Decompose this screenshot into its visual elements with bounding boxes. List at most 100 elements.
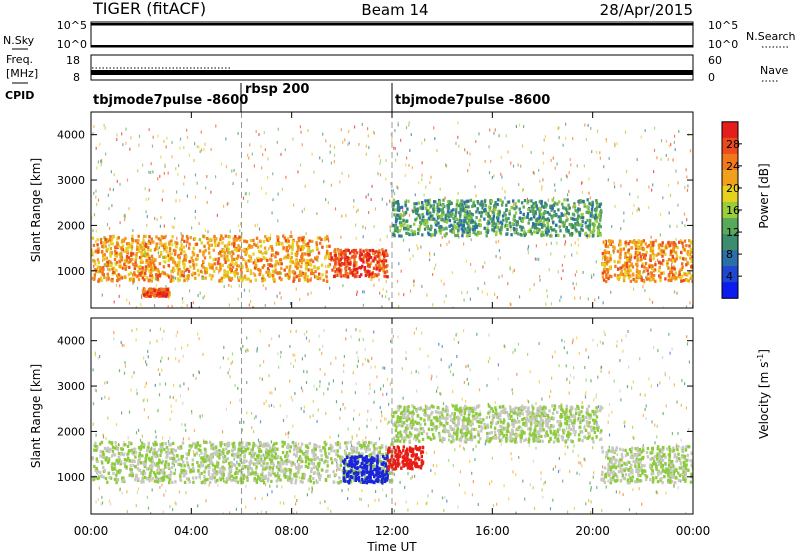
power-speckle [137,169,139,173]
velocity-echo-cell [205,440,208,445]
velocity-echo-cell [153,479,157,483]
power-speckle [542,178,544,182]
power-echo-cell [398,229,402,233]
velocity-speckle [559,468,561,472]
nave-tick-top: 60 [708,54,722,67]
power-speckle [440,279,442,283]
velocity-speckle [236,460,238,464]
power-speckle [642,285,644,289]
power-colorbar-tick-label: 8 [726,248,733,261]
power-echo-cell [462,206,465,210]
power-echo-cell [531,205,534,209]
power-speckle [589,196,591,200]
power-echo-cell [601,263,604,267]
power-echo-cell [159,250,163,255]
power-echo-cell [233,242,236,246]
power-speckle [180,240,182,244]
velocity-speckle [319,380,321,384]
power-speckle [164,164,166,168]
power-echo-cell [147,254,150,258]
power-echo-cell [508,209,511,213]
power-echo-cell [448,202,451,206]
velocity-speckle [621,460,623,463]
power-speckle [148,188,150,192]
power-speckle [174,276,177,280]
velocity-speckle [552,467,554,471]
power-echo-cell [439,231,442,235]
power-echo-cell [671,266,674,270]
power-echo-cell [289,245,292,249]
cpid-panel: CPID tbjmode7pulse -8600 rbsp 200 tbjmod… [5,82,550,112]
power-echo-cell [582,199,585,203]
power-speckle [201,148,203,152]
velocity-speckle [183,382,185,386]
power-echo-cell [164,294,168,298]
power-echo-cell [356,267,359,271]
power-echo-cell [168,293,171,297]
power-echo-cell [523,230,526,234]
power-echo-cell [527,199,530,203]
velocity-speckle [175,357,177,361]
power-echo-cell [257,267,260,272]
velocity-speckle [219,365,221,369]
power-echo-cell [673,274,676,278]
power-speckle [119,182,121,186]
velocity-speckle [615,490,617,494]
velocity-speckle [308,339,310,343]
velocity-speckle [561,338,563,342]
power-speckle [353,199,355,203]
power-echo-cell [396,229,399,233]
velocity-speckle [102,435,105,439]
power-echo-cell [394,224,397,228]
velocity-speckle [124,361,126,365]
power-speckle [243,288,246,292]
freq-panel: Freq. [MHz] 18 8 60 0 Nave [6,53,788,84]
power-echo-cell [156,290,159,295]
power-speckle [564,242,566,246]
power-echo-cell [233,239,236,243]
velocity-speckle [182,437,184,441]
power-echo-cell [500,225,504,229]
velocity-speckle [517,342,520,346]
power-speckle [356,293,358,297]
power-echo-cell [298,258,302,263]
velocity-speckle [441,345,443,348]
power-echo-cell [246,267,249,271]
velocity-speckle [161,337,163,341]
power-echo-cell [106,272,109,276]
power-speckle [325,198,327,202]
power-speckle [428,258,431,262]
power-echo-cell [141,245,144,249]
velocity-speckle [143,408,145,412]
velocity-speckle [540,477,542,481]
power-echo-cell [165,273,168,277]
velocity-speckle [167,439,170,443]
power-speckle [370,198,372,201]
power-echo-cell [219,267,222,271]
power-echo-cell [567,230,570,234]
power-speckle [354,125,356,129]
power-echo-cell [235,271,238,275]
power-echo-cell [291,260,295,265]
velocity-speckle [292,424,294,428]
power-echo-cell [573,202,576,206]
power-echo-cell [635,268,639,272]
power-echo-cell [667,240,670,244]
power-echo-cell [158,262,162,266]
velocity-speckle [162,436,164,440]
velocity-speckle [283,501,285,505]
power-speckle [104,126,106,130]
power-echo-cell [108,238,112,242]
power-echo-cell [484,209,487,214]
power-echo-cell [570,216,573,220]
power-echo-cell [494,201,497,205]
power-echo-cell [660,271,663,275]
power-echo-cell [575,222,579,226]
velocity-speckle [442,402,445,406]
velocity-speckle [286,414,288,418]
velocity-speckle [439,424,441,428]
power-echo-cell [637,245,640,249]
power-colorbar-tick-label: 24 [726,160,740,173]
power-echo-cell [110,242,113,246]
velocity-speckle [336,460,338,464]
